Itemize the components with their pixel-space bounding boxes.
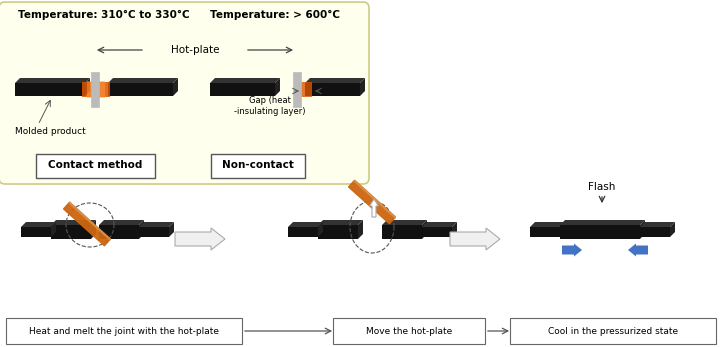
FancyArrow shape [175, 228, 225, 250]
Bar [305, 83, 360, 96]
FancyBboxPatch shape [36, 154, 155, 178]
Polygon shape [210, 78, 280, 83]
Bar [640, 227, 670, 237]
Polygon shape [530, 222, 565, 227]
Polygon shape [91, 220, 96, 239]
FancyBboxPatch shape [333, 318, 485, 344]
Bar [108, 83, 173, 96]
Polygon shape [670, 222, 675, 237]
Text: Flash: Flash [588, 182, 616, 192]
FancyArrow shape [369, 199, 379, 217]
Polygon shape [358, 220, 363, 239]
Polygon shape [354, 180, 395, 218]
Text: Hot-plate: Hot-plate [171, 45, 220, 55]
FancyArrow shape [562, 244, 582, 256]
Bar [560, 225, 640, 239]
Polygon shape [318, 222, 323, 237]
Polygon shape [85, 78, 90, 96]
Polygon shape [318, 220, 363, 225]
Bar [298, 82, 312, 97]
Bar [318, 225, 358, 239]
Bar [21, 227, 51, 237]
Polygon shape [63, 202, 110, 246]
Bar [422, 227, 452, 237]
Polygon shape [422, 220, 427, 239]
Bar [99, 225, 139, 239]
Bar [91, 72, 99, 107]
FancyArrow shape [450, 228, 500, 250]
Polygon shape [305, 78, 365, 83]
Polygon shape [99, 220, 144, 225]
FancyArrow shape [628, 244, 648, 256]
Polygon shape [51, 222, 56, 237]
FancyBboxPatch shape [6, 318, 242, 344]
Text: Cool in the pressurized state: Cool in the pressurized state [548, 327, 678, 336]
Bar [288, 227, 318, 237]
Polygon shape [169, 222, 174, 237]
Bar [210, 83, 275, 96]
Bar [15, 83, 85, 96]
Polygon shape [275, 78, 280, 96]
Polygon shape [348, 180, 395, 224]
Text: Move the hot-plate: Move the hot-plate [366, 327, 452, 336]
Polygon shape [360, 78, 365, 96]
Polygon shape [51, 220, 96, 225]
Text: Temperature: > 600°C: Temperature: > 600°C [210, 10, 340, 20]
Polygon shape [108, 78, 178, 83]
Polygon shape [640, 220, 645, 239]
FancyBboxPatch shape [211, 154, 305, 178]
Bar [87, 81, 105, 98]
Polygon shape [21, 222, 56, 227]
Polygon shape [173, 78, 178, 96]
Bar [293, 72, 301, 107]
Text: Gap (heat
-insulating layer): Gap (heat -insulating layer) [234, 96, 306, 116]
Polygon shape [560, 220, 645, 225]
Polygon shape [560, 222, 565, 237]
Polygon shape [139, 222, 174, 227]
Text: Molded product: Molded product [15, 127, 86, 136]
Polygon shape [15, 78, 90, 83]
Polygon shape [422, 222, 457, 227]
FancyBboxPatch shape [0, 2, 369, 184]
Text: Non-contact: Non-contact [222, 160, 294, 170]
Polygon shape [452, 222, 457, 237]
Text: Contact method: Contact method [48, 160, 142, 170]
Bar [51, 225, 91, 239]
Polygon shape [288, 222, 323, 227]
Polygon shape [640, 222, 675, 227]
Text: Heat and melt the joint with the hot-plate: Heat and melt the joint with the hot-pla… [29, 327, 219, 336]
FancyBboxPatch shape [510, 318, 716, 344]
Text: Temperature: 310°C to 330°C: Temperature: 310°C to 330°C [18, 10, 189, 20]
Polygon shape [139, 220, 144, 239]
Bar [139, 227, 169, 237]
Polygon shape [69, 202, 110, 240]
Polygon shape [382, 220, 427, 225]
Bar [382, 225, 422, 239]
Bar [82, 82, 110, 97]
Bar [530, 227, 560, 237]
